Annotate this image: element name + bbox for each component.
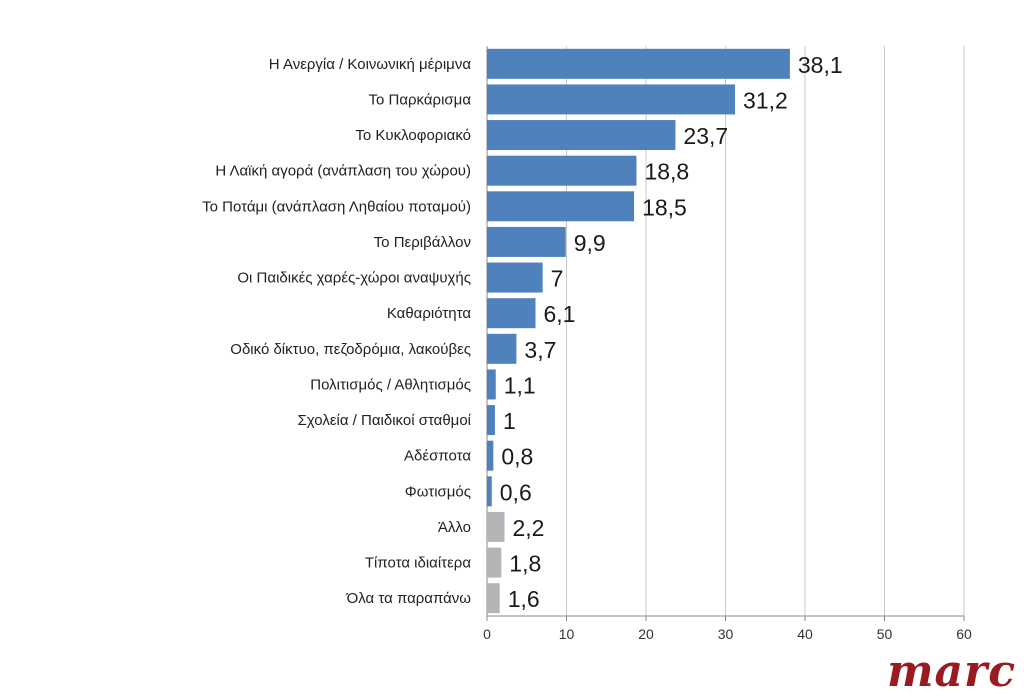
marc-logo: marc bbox=[886, 646, 1016, 697]
value-label: 31,2 bbox=[743, 87, 788, 113]
value-label: 3,7 bbox=[524, 337, 556, 363]
value-label: 1 bbox=[503, 408, 516, 434]
bar bbox=[487, 547, 502, 578]
bar bbox=[487, 298, 536, 329]
category-label: Το Ποτάμι (ανάπλαση Ληθαίου ποταμού) bbox=[202, 198, 471, 215]
bar bbox=[487, 155, 637, 186]
category-label: Πολιτισμός / Αθλητισμός bbox=[310, 376, 471, 393]
x-tick-label: 0 bbox=[483, 626, 491, 642]
x-tick-label: 10 bbox=[559, 626, 575, 642]
x-tick-label: 30 bbox=[718, 626, 734, 642]
category-label: Άλλο bbox=[438, 519, 471, 536]
category-label: Η Λαϊκή αγορά (ανάπλαση του χώρου) bbox=[215, 163, 471, 180]
value-label: 18,5 bbox=[642, 194, 687, 220]
bar bbox=[487, 226, 566, 257]
category-label: Οι Παιδικές χαρές-χώροι αναψυχής bbox=[237, 270, 471, 287]
value-label: 0,8 bbox=[501, 444, 533, 470]
x-tick-label: 50 bbox=[877, 626, 893, 642]
bar bbox=[487, 333, 517, 364]
bar bbox=[487, 511, 505, 542]
category-label: Τίποτα ιδιαίτερα bbox=[365, 555, 471, 572]
category-label: Σχολεία / Παιδικοί σταθμοί bbox=[298, 412, 472, 429]
category-label: Το Κυκλοφοριακό bbox=[355, 127, 471, 144]
bar bbox=[487, 405, 495, 436]
value-label: 1,8 bbox=[509, 551, 541, 577]
value-label: 2,2 bbox=[512, 515, 544, 541]
bar bbox=[487, 440, 494, 471]
value-label: 1,6 bbox=[508, 586, 540, 612]
value-label: 1,1 bbox=[504, 372, 536, 398]
bar bbox=[487, 476, 492, 507]
category-label: Αδέσποτα bbox=[404, 448, 471, 465]
value-label: 18,8 bbox=[644, 159, 689, 185]
bar bbox=[487, 120, 676, 151]
bar bbox=[487, 48, 790, 79]
bar bbox=[487, 191, 635, 222]
value-label: 23,7 bbox=[683, 123, 728, 149]
bar bbox=[487, 262, 543, 293]
value-label: 9,9 bbox=[574, 230, 606, 256]
value-label: 7 bbox=[551, 266, 564, 292]
bar bbox=[487, 369, 496, 400]
category-label: Οδικό δίκτυο, πεζοδρόμια, λακούβες bbox=[230, 341, 471, 358]
category-label: Όλα τα παραπάνω bbox=[346, 590, 472, 607]
x-tick-label: 40 bbox=[797, 626, 813, 642]
value-label: 38,1 bbox=[798, 52, 843, 78]
value-label: 6,1 bbox=[543, 301, 575, 327]
category-label: Το Παρκάρισμα bbox=[369, 91, 472, 108]
category-label: Η Ανεργία / Κοινωνική μέριμνα bbox=[269, 56, 472, 73]
value-label: 0,6 bbox=[500, 479, 532, 505]
bar bbox=[487, 583, 500, 614]
bar bbox=[487, 84, 736, 115]
category-label: Καθαριότητα bbox=[387, 305, 471, 322]
category-label: Φωτισμός bbox=[405, 483, 471, 500]
x-tick-label: 20 bbox=[638, 626, 654, 642]
category-label: Το Περιβάλλον bbox=[374, 234, 471, 251]
x-tick-label: 60 bbox=[956, 626, 972, 642]
